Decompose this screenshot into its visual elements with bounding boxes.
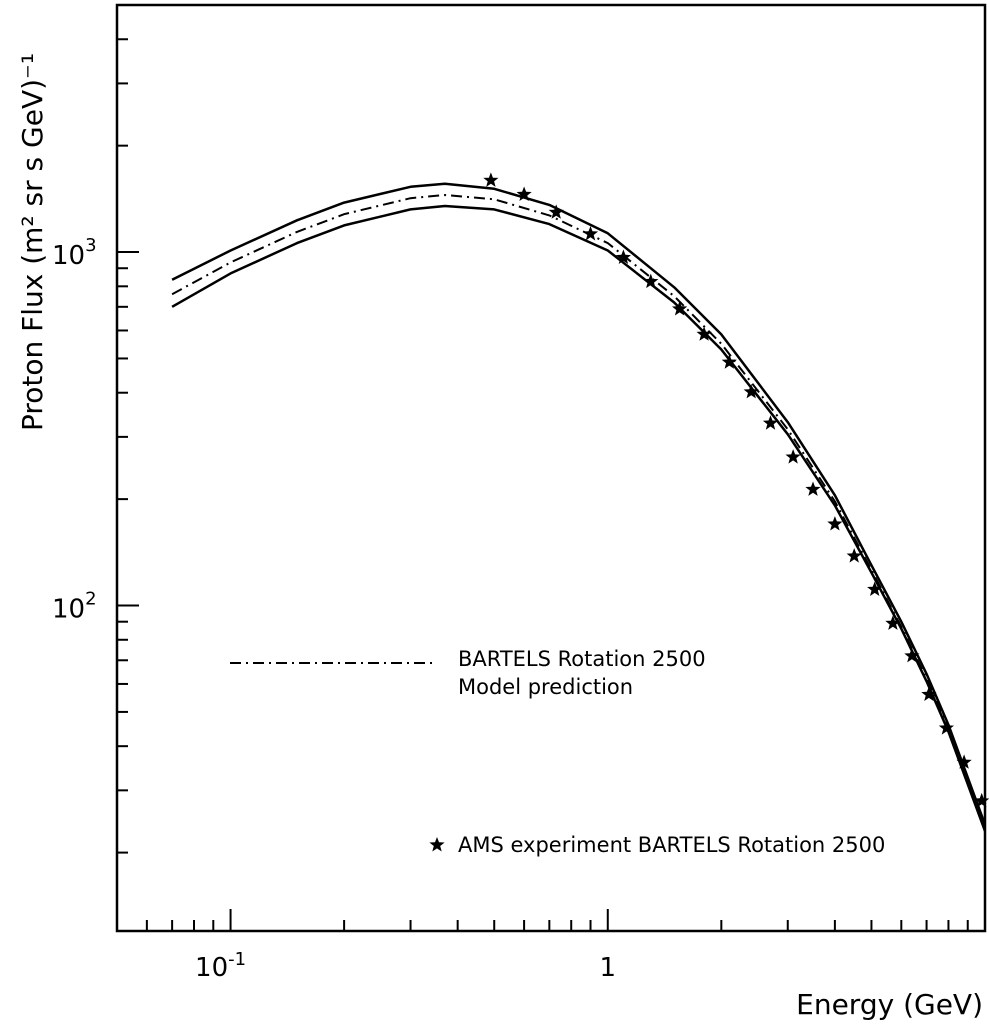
series-upper-line [171, 182, 987, 826]
plot-frame [115, 3, 987, 933]
series-lower-line [171, 204, 987, 832]
ams-point-8 [721, 354, 737, 369]
y-tick-label-1: 103 [52, 235, 97, 271]
ams-point-6 [672, 301, 688, 316]
legend-model-label-1: BARTELS Rotation 2500 [458, 647, 706, 671]
ams-point-18 [921, 686, 937, 701]
ams-point-15 [867, 581, 883, 596]
series-layer [171, 182, 987, 832]
y-tick-label-0: 102 [52, 589, 97, 625]
ams-point-2 [548, 204, 564, 219]
ams-markers [483, 172, 989, 808]
ams-point-11 [785, 449, 801, 464]
ams-point-13 [827, 516, 843, 531]
x-tick-label-1: 1 [600, 953, 617, 983]
legend-model-label-2: Model prediction [458, 675, 633, 699]
ams-point-7 [696, 326, 712, 341]
ams-point-0 [483, 172, 499, 187]
ams-point-10 [762, 415, 779, 430]
series-model-line [171, 194, 986, 829]
ams-point-21 [974, 792, 989, 808]
ams-point-17 [904, 648, 920, 663]
ams-point-12 [805, 481, 821, 496]
y-axis-title: Proton Flux (m² sr s GeV)⁻¹ [16, 53, 49, 431]
ams-point-20 [956, 754, 972, 769]
axis-ticks [116, 4, 986, 931]
legend-ams-label: AMS experiment BARTELS Rotation 2500 [458, 833, 885, 857]
ams-point-9 [743, 384, 759, 399]
ams-point-5 [643, 273, 659, 289]
ams-point-4 [615, 249, 631, 264]
ams-point-1 [516, 186, 532, 201]
ams-point-3 [582, 226, 599, 241]
legend-ams-star-icon [429, 837, 445, 852]
x-axis-title: Energy (GeV) [796, 988, 983, 1021]
ams-point-19 [938, 720, 954, 735]
ams-point-16 [885, 615, 901, 630]
tick-labels: 10-1 1 102 103 [52, 235, 616, 983]
ams-point-14 [846, 548, 862, 563]
x-tick-label-0: 10-1 [195, 949, 246, 983]
legend: BARTELS Rotation 2500 Model prediction A… [230, 647, 885, 857]
